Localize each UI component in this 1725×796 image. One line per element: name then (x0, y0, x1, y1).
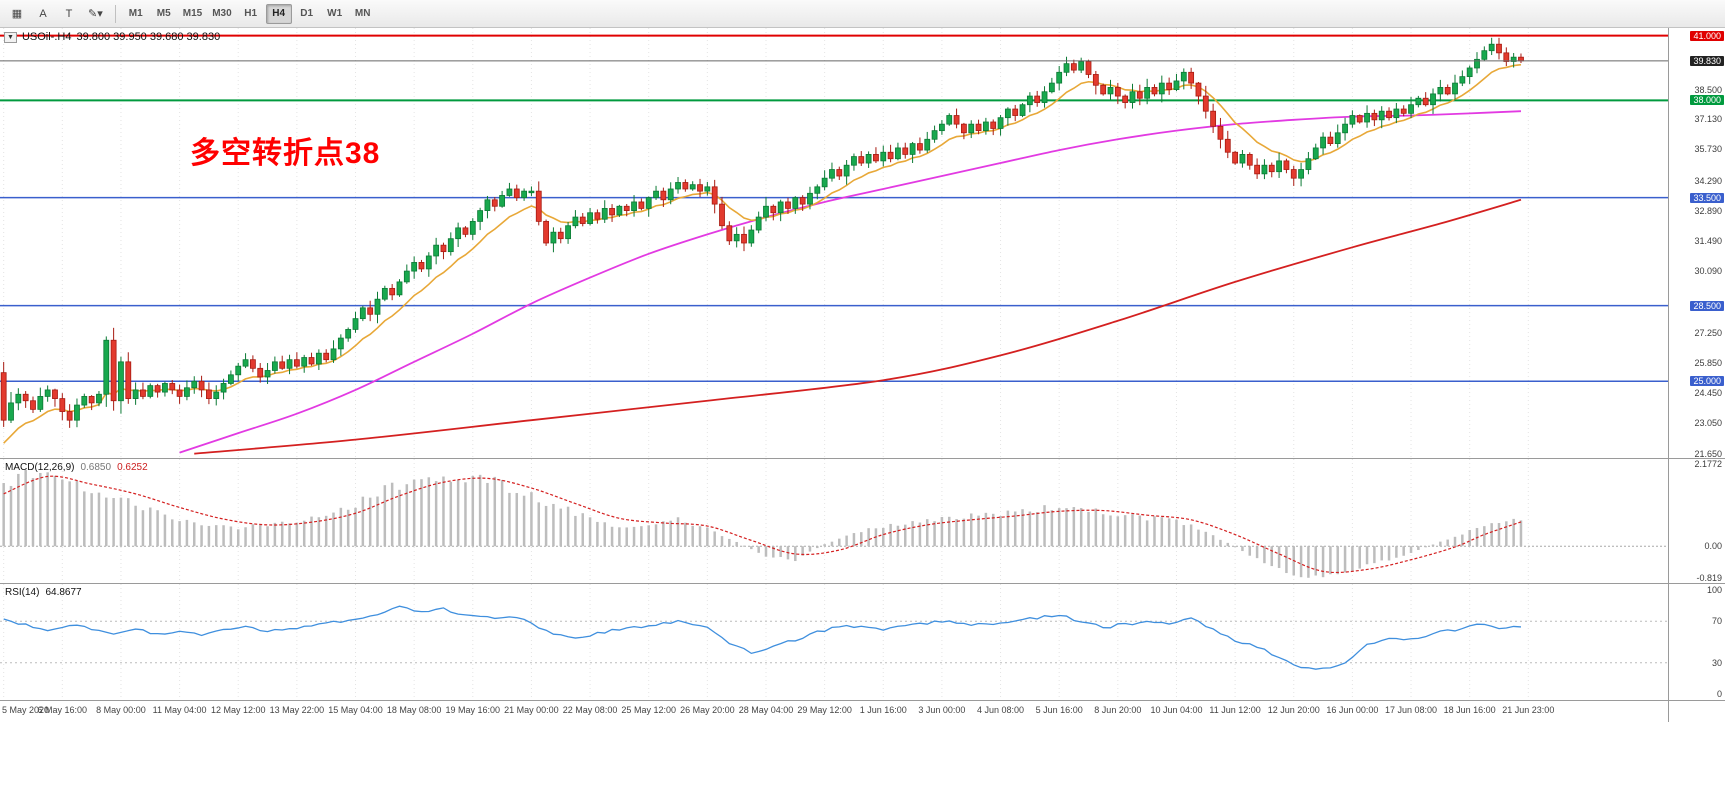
time-label: 26 May 20:00 (680, 705, 735, 715)
rsi-tick-30: 30 (1711, 657, 1722, 668)
macd-indicator-panel[interactable]: 2.1772 0.00 -0.819 MACD(12,26,9) 0.6850 0.… (0, 458, 1725, 583)
time-label: 5 May 2020 (2, 705, 50, 715)
tool-icon-group: ▦ A T ✎▾ (4, 4, 109, 24)
timeframe-button-h1[interactable]: H1 (244, 8, 258, 19)
macd-axis[interactable]: 2.1772 0.00 -0.819 (1668, 459, 1725, 583)
time-label: 21 Jun 23:00 (1502, 705, 1555, 715)
time-label: 11 Jun 12:00 (1209, 705, 1261, 715)
rsi-tick-70: 70 (1711, 616, 1722, 627)
time-label: 12 May 12:00 (210, 705, 266, 715)
price-tick-25.850: 25.850 (1694, 357, 1722, 368)
chart-header: ▼ USOil-.H4 39.800 39.950 39.680 39.830 (4, 31, 220, 43)
time-label: 16 Jun 00:00 (1326, 705, 1379, 715)
rsi-indicator-panel[interactable]: 100 70 30 0 RSI(14) 64.8677 (0, 583, 1725, 700)
chart-ohlc-values: 39.800 39.950 39.680 39.830 (76, 31, 221, 43)
price-tick-32.890: 32.890 (1694, 205, 1722, 216)
cursor-tool-icon[interactable]: A (39, 7, 47, 20)
chart-annotation-text: 多空转折点38 (190, 137, 381, 170)
timeframe-button-h4[interactable]: H4 (265, 3, 292, 24)
macd-tick--0.819: -0.819 (1696, 572, 1722, 583)
price-tick-21.650: 21.650 (1694, 448, 1722, 459)
rsi-value: 64.8677 (45, 587, 82, 598)
candlestick-chart[interactable] (0, 28, 1668, 458)
price-tick-28.500: 28.500 (1690, 300, 1724, 311)
time-label: 18 Jun 16:00 (1443, 705, 1496, 715)
text-tool-icon[interactable]: T (65, 7, 73, 20)
price-axis[interactable]: 41.000 39.830 38.500 38.000 37.130 35.730 34.2… (1668, 28, 1725, 459)
time-label: 13 May 22:00 (269, 705, 325, 715)
time-label: 28 May 04:00 (738, 705, 794, 715)
price-tick-25.000: 25.000 (1690, 376, 1724, 387)
timeframe-button-m1[interactable]: M1 (128, 8, 143, 19)
time-label: 4 Jun 08:00 (977, 705, 1025, 715)
time-label: 1 Jun 16:00 (859, 705, 907, 715)
macd-tick-0.00: 0.00 (1704, 541, 1722, 552)
axis-divider (1668, 28, 1669, 722)
rsi-chart[interactable] (0, 584, 1668, 700)
price-tick-30.090: 30.090 (1694, 266, 1722, 277)
rsi-axis[interactable]: 100 70 30 0 (1668, 584, 1725, 700)
time-label: 3 Jun 00:00 (918, 705, 966, 715)
time-label: 6 May 16:00 (37, 705, 88, 715)
chart-collapse-icon[interactable]: ▼ (4, 31, 17, 43)
price-tick-34.290: 34.290 (1694, 175, 1722, 186)
timeframe-button-d1[interactable]: D1 (300, 8, 314, 19)
time-label: 10 Jun 04:00 (1150, 705, 1203, 715)
price-tick-41.000: 41.000 (1690, 30, 1724, 41)
time-label: 19 May 16:00 (445, 705, 501, 715)
timeframe-button-m5[interactable]: M5 (156, 8, 171, 19)
time-label: 17 Jun 08:00 (1384, 705, 1438, 715)
price-tick-31.490: 31.490 (1694, 236, 1722, 247)
macd-name: MACD(12,26,9) (5, 462, 75, 473)
time-label: 8 Jun 20:00 (1094, 705, 1142, 715)
macd-chart[interactable] (0, 459, 1668, 583)
timeframe-button-w1[interactable]: W1 (327, 8, 343, 19)
indicator-list-icon[interactable]: ▦ (11, 8, 23, 20)
price-tick-23.050: 23.050 (1694, 418, 1722, 429)
time-axis[interactable]: 5 May 2020 6 May 16:00 8 May 00:00 11 May 0… (0, 700, 1725, 722)
price-tick-35.730: 35.730 (1694, 144, 1722, 155)
time-label: 12 Jun 20:00 (1267, 705, 1320, 715)
rsi-tick-100: 100 (1706, 585, 1722, 595)
rsi-label: RSI(14) 64.8677 (5, 587, 82, 598)
price-tick-27.250: 27.250 (1694, 327, 1722, 338)
chart-symbol-period: USOil-.H4 (21, 31, 72, 43)
time-label: 15 May 04:00 (328, 705, 383, 715)
toolbar-separator (114, 4, 116, 23)
timeframe-button-m30[interactable]: M30 (212, 8, 232, 19)
macd-label: MACD(12,26,9) 0.6850 0.6252 (5, 462, 148, 473)
price-tick-38.000: 38.000 (1690, 95, 1724, 106)
macd-tick-2.1772: 2.1772 (1694, 459, 1722, 469)
macd-signal-value: 0.6252 (117, 462, 148, 473)
current-price-badge: 39.830 (1690, 55, 1724, 66)
time-label: 29 May 12:00 (797, 705, 852, 715)
time-label: 25 May 12:00 (621, 705, 676, 715)
timeframe-button-mn[interactable]: MN (354, 8, 371, 19)
timeframe-group: M1 M5 M15 M30 H1 H4 D1 W1 MN (122, 3, 377, 24)
time-label: 5 Jun 16:00 (1035, 705, 1083, 715)
draw-tools-icon[interactable]: ✎▾ (88, 8, 103, 20)
time-label: 11 May 04:00 (152, 705, 207, 715)
price-tick-37.130: 37.130 (1694, 114, 1722, 125)
time-label: 8 May 00:00 (96, 705, 146, 715)
price-tick-33.500: 33.500 (1690, 192, 1724, 203)
time-label: 21 May 00:00 (504, 705, 559, 715)
time-label: 22 May 08:00 (562, 705, 618, 715)
price-tick-24.450: 24.450 (1694, 388, 1722, 399)
main-chart-panel[interactable]: 41.000 39.830 38.500 38.000 37.130 35.730 34.2… (0, 28, 1725, 459)
rsi-name: RSI(14) (5, 587, 40, 598)
rsi-tick-0: 0 (1716, 689, 1722, 699)
price-tick-38.500: 38.500 (1694, 84, 1722, 95)
timeframe-button-m15[interactable]: M15 (182, 8, 203, 19)
macd-main-value: 0.6850 (80, 462, 112, 473)
time-label: 18 May 08:00 (386, 705, 442, 715)
toolbar: ▦ A T ✎▾ M1 M5 M15 M30 H1 H4 D1 W1 MN (0, 0, 1725, 28)
